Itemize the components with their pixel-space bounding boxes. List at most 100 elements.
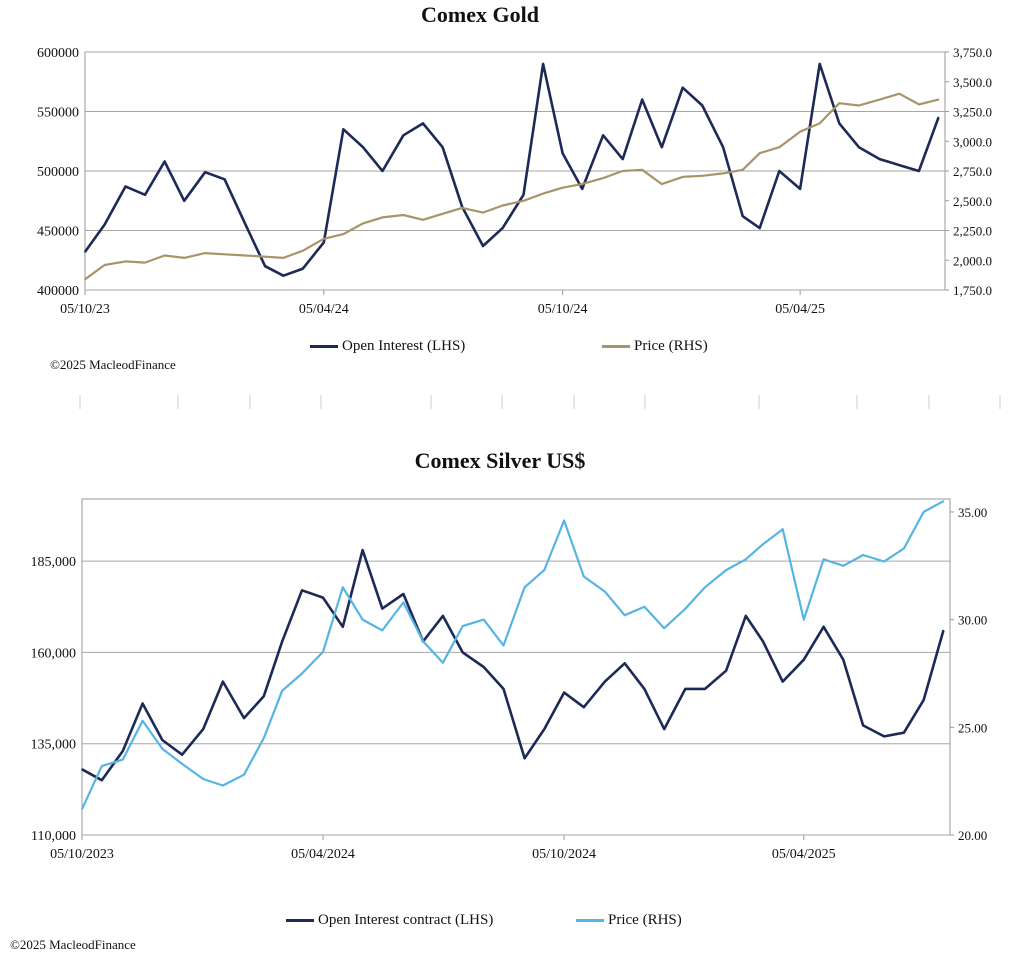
silver-open-interest-point xyxy=(381,607,384,610)
silver-open-interest-point xyxy=(141,702,144,705)
silver-open-interest-point xyxy=(684,688,687,690)
gold-open-interest-point xyxy=(362,146,364,148)
gold-price-point xyxy=(223,253,226,256)
gold-open-interest-point xyxy=(402,134,405,137)
silver-price-point xyxy=(301,672,303,675)
gold-price-point xyxy=(858,104,860,107)
silver-price-point xyxy=(623,614,626,617)
gold-price-point xyxy=(244,254,247,257)
gold-y-left-tick-label: 400000 xyxy=(37,284,79,299)
silver-price-point xyxy=(704,586,706,589)
gold-open-interest-point xyxy=(482,245,484,247)
gold-chart-title: Comex Gold xyxy=(421,2,539,27)
silver-y-left-tick-label: 135,000 xyxy=(31,738,77,753)
silver-y-left-tick-label: 185,000 xyxy=(31,555,77,570)
silver-open-interest-point xyxy=(704,688,706,690)
silver-price-point xyxy=(322,651,324,653)
silver-price-point xyxy=(381,629,384,632)
gold-x-tick-label: 05/04/25 xyxy=(775,302,825,317)
silver-price-point xyxy=(781,528,784,530)
gold-price-line xyxy=(84,92,939,281)
silver-open-interest-line xyxy=(81,548,945,782)
gold-open-interest-point xyxy=(84,251,86,253)
silver-price-point xyxy=(141,720,144,722)
silver-open-interest-point xyxy=(663,728,665,730)
silver-open-interest-point xyxy=(161,739,164,741)
silver-open-interest-point xyxy=(822,626,825,628)
silver-price-point xyxy=(262,737,265,739)
silver-open-interest-point xyxy=(122,750,124,752)
silver-open-interest-point xyxy=(643,688,646,690)
gold-open-interest-point xyxy=(561,152,564,154)
gold-open-interest-point xyxy=(898,164,901,166)
gold-open-interest-point xyxy=(381,170,384,172)
gold-x-tick-label: 05/04/24 xyxy=(299,302,349,317)
gold-y-right-tick-label: 1,750.0 xyxy=(953,283,992,298)
silver-price-point xyxy=(161,748,164,750)
gold-price-point xyxy=(561,186,564,189)
gold-open-interest-point xyxy=(799,188,801,190)
silver-legend-oi-swatch xyxy=(286,919,314,922)
gold-open-interest-point xyxy=(878,158,881,160)
gold-y-left-tick-label: 550000 xyxy=(37,106,79,121)
gold-y-right-tick-label: 2,500.0 xyxy=(953,194,992,209)
silver-price-point xyxy=(100,765,103,767)
silver-open-interest-point xyxy=(862,724,864,727)
gold-y-right-tick-label: 2,750.0 xyxy=(953,164,992,179)
silver-open-interest-point xyxy=(762,640,764,643)
gold-open-interest-point xyxy=(741,215,744,218)
gold-open-interest-point xyxy=(522,194,525,196)
gold-open-interest-point xyxy=(681,86,684,89)
gold-open-interest-point xyxy=(124,185,127,188)
gold-price-point xyxy=(84,278,86,281)
silver-price-point xyxy=(725,569,727,571)
gold-open-interest-point xyxy=(103,223,106,226)
gold-price-point xyxy=(144,261,146,264)
silver-price-point xyxy=(502,644,505,647)
gold-price-point xyxy=(741,169,744,171)
silver-price-point xyxy=(482,618,485,621)
gold-open-interest-point xyxy=(602,134,604,137)
gold-price-point xyxy=(323,238,325,240)
silver-open-interest-point xyxy=(361,549,364,551)
gold-price-point xyxy=(701,174,704,177)
silver-price-point xyxy=(802,618,805,621)
gold-open-interest-point xyxy=(163,160,166,163)
gold-open-interest-point xyxy=(758,227,761,229)
gold-price-point xyxy=(124,260,127,263)
gold-price-point xyxy=(722,172,724,175)
gold-legend-price-label: Price (RHS) xyxy=(634,338,708,354)
silver-open-interest-point xyxy=(281,640,284,643)
silver-open-interest-point xyxy=(745,615,747,617)
silver-plot-frame xyxy=(81,498,951,836)
gold-price-point xyxy=(204,252,206,254)
gold-open-interest-point xyxy=(282,274,285,277)
gold-price-point xyxy=(264,255,266,258)
gold-open-interest-point xyxy=(621,158,624,160)
silver-open-interest-point xyxy=(563,691,565,694)
gold-open-interest-point xyxy=(641,98,644,101)
silver-x-tick-label: 05/10/2023 xyxy=(50,847,114,862)
silver-price-point xyxy=(341,586,344,589)
gold-price-point xyxy=(602,177,604,179)
silver-x-tick-label: 05/04/2024 xyxy=(291,847,355,862)
gold-price-point xyxy=(661,183,663,185)
silver-price-point xyxy=(643,605,646,608)
silver-price-point xyxy=(461,625,464,627)
silver-y-right-tick-label: 20.00 xyxy=(958,828,987,843)
gold-price-point xyxy=(482,211,484,214)
gold-copyright: ©2025 MacleodFinance xyxy=(50,357,176,372)
gold-price-point xyxy=(641,169,644,171)
silver-open-interest-point xyxy=(301,589,303,592)
gold-legend-price: Price (RHS) xyxy=(602,338,708,355)
chart-separator xyxy=(79,395,1001,409)
silver-open-interest-point xyxy=(942,629,945,632)
silver-legend-open-interest: Open Interest contract (LHS) xyxy=(286,912,493,929)
silver-price-point xyxy=(903,547,905,550)
silver-price-point xyxy=(442,661,444,664)
silver-x-tick-label: 05/04/2025 xyxy=(772,847,836,862)
silver-y-right-tick-label: 35.00 xyxy=(958,505,987,520)
silver-price-point xyxy=(281,689,284,692)
silver-y-right-tick-label: 25.00 xyxy=(958,720,987,735)
silver-open-interest-point xyxy=(842,658,845,661)
